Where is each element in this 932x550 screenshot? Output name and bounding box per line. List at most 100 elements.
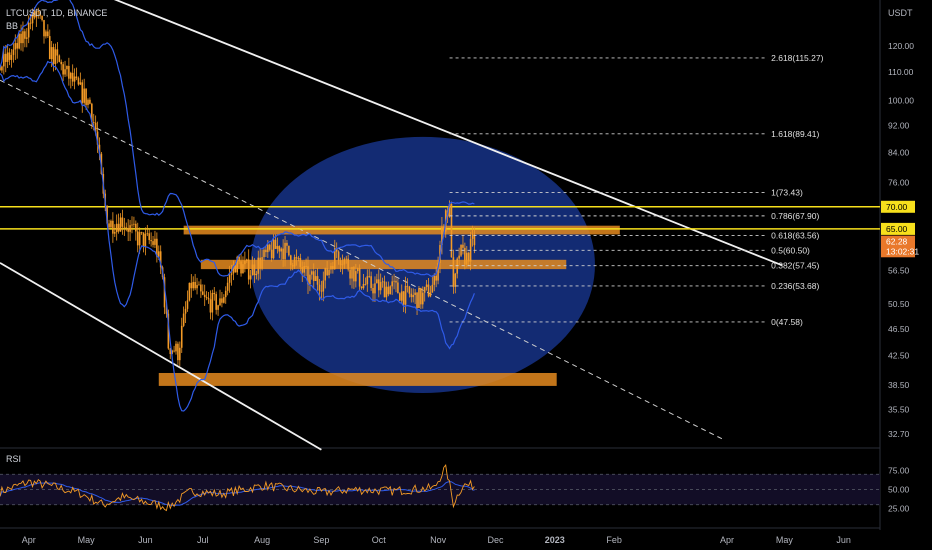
candle-body [293,257,296,267]
candle-body [43,20,45,37]
candle-body [37,11,40,13]
candle-body [345,258,348,260]
candle-body [14,43,17,50]
candle-body [112,220,114,234]
candle-body [223,297,225,303]
fib-level-label: 2.618(115.27) [771,53,823,63]
candle-body [125,227,128,229]
candle-body [263,249,265,258]
candle-body [113,232,116,234]
time-axis-label: 2023 [545,535,565,545]
price-tick-label: 84.00 [888,147,910,157]
candle-body [395,280,397,283]
axes[interactable]: 120.00 110.00 100.00 92.00 84.00 76.00 56.50 50… [22,41,920,545]
bb-indicator-label[interactable]: BB [6,21,18,31]
candle-body [423,287,426,293]
candle-body [379,282,382,291]
candle-body [163,277,166,308]
candle-body [224,290,227,298]
candle-body [291,265,294,267]
candle-body [60,61,63,65]
candle-body [221,298,223,303]
price-tick-label: 42.50 [888,351,910,361]
candle-body [366,276,369,285]
price-tick-label: 100.00 [888,95,914,105]
candle-body [402,291,405,305]
time-axis-label: May [776,535,794,545]
candle-body [1,66,3,71]
candle-body [249,275,252,280]
candle-body [305,266,307,267]
candle-body [121,217,124,227]
candle-body [412,294,415,298]
candle-body [96,131,99,145]
candle-body [324,268,327,281]
candle-body [299,257,302,268]
fib-level-label: 1.618(89.41) [771,129,819,139]
candle-body [454,273,457,287]
candle-body [180,325,183,348]
candle-body [460,244,462,256]
candle-body [467,252,470,262]
candle-body [337,251,340,261]
candle-body [10,54,13,60]
price-label-text: 70.00 [886,202,908,212]
candle-body [106,205,108,224]
candle-body [71,72,74,82]
price-tick-label: 92.00 [888,120,910,130]
symbol-title[interactable]: LTCUSDT, 1D, BINANCE [6,8,107,18]
candle-body [198,284,200,286]
candle-body [117,223,120,232]
candle-body [351,267,353,279]
candle-body [186,300,189,309]
candle-body [330,265,332,270]
candle-body [226,282,229,291]
candle-body [471,234,474,239]
candle-body [135,223,137,232]
candle-body [150,240,152,242]
candle-body [376,279,378,284]
candle-body [333,248,336,270]
trendline-1 [0,262,322,451]
candle-body [320,290,323,292]
candle-body [91,103,93,123]
candle-body [64,69,66,75]
pane-headers: LTCUSDT, 1D, BINANCE BB RSI USDT [6,8,913,464]
fib-level-label: 0.382(57.45) [771,261,819,271]
candle-body [339,260,342,265]
price-label-text: 62.28 [886,237,908,247]
candle-body [217,305,219,310]
rsi-indicator-label[interactable]: RSI [6,454,21,464]
candle-body [108,223,110,228]
candle-body [303,266,305,273]
candle-body [22,31,24,44]
chart-drawings[interactable] [0,0,880,451]
price-tick-label: 110.00 [888,67,914,77]
candle-body [267,244,269,253]
candle-body [138,232,141,246]
candle-body [418,288,420,308]
candle-body [242,264,244,274]
candle-body [404,285,407,305]
candle-body [35,11,38,18]
time-axis-label: Apr [22,535,36,545]
candle-body [6,52,9,62]
candle-body [372,287,374,294]
candle-body [360,286,363,289]
candle-body [18,33,20,49]
candle-body [234,264,237,273]
candle-body [83,88,85,103]
candle-body [370,276,372,288]
fib-extension[interactable]: 2.618(115.27) 1.618(89.41) 1(73.43) 0.786(6… [449,53,824,327]
candle-body [179,347,181,361]
candle-body [341,264,344,266]
candle-body [50,47,53,60]
candle-body [383,281,386,298]
candle-body [465,252,468,265]
candle-body [469,238,472,262]
candle-body [420,288,422,305]
candle-body [295,257,298,259]
candle-body [127,228,129,232]
price-label-badge [881,222,915,235]
